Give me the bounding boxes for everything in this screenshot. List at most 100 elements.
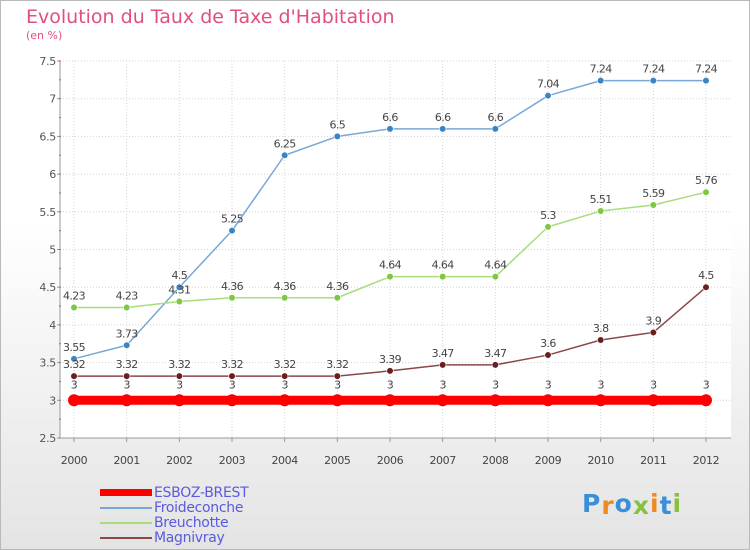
data-label: 3.32 bbox=[168, 358, 190, 371]
data-label: 5.3 bbox=[540, 209, 556, 222]
legend-label: Magnivray bbox=[154, 529, 225, 546]
data-point bbox=[544, 351, 552, 359]
data-point bbox=[175, 372, 183, 380]
data-point bbox=[542, 394, 554, 407]
data-point bbox=[175, 297, 183, 306]
data-label: 3.32 bbox=[326, 358, 348, 371]
x-tick-label: 2008 bbox=[482, 454, 509, 467]
data-label: 3.32 bbox=[63, 358, 85, 371]
data-point bbox=[70, 355, 78, 363]
y-tick-label: 6.5 bbox=[39, 130, 56, 143]
data-point bbox=[281, 372, 289, 380]
data-point bbox=[120, 394, 133, 407]
data-point bbox=[278, 394, 291, 407]
data-point bbox=[228, 372, 236, 380]
data-point bbox=[647, 394, 660, 407]
y-tick-label: 5 bbox=[49, 244, 56, 257]
x-tick-label: 2011 bbox=[640, 454, 666, 467]
y-tick-label: 7.5 bbox=[39, 55, 56, 68]
data-label: 3 bbox=[334, 378, 341, 391]
data-point bbox=[228, 227, 236, 235]
data-label: 3 bbox=[176, 378, 183, 391]
data-point bbox=[491, 361, 499, 369]
y-tick-label: 4.5 bbox=[39, 281, 56, 294]
data-label: 5.59 bbox=[642, 187, 665, 200]
y-tick-label: 3.5 bbox=[39, 357, 56, 370]
data-point bbox=[597, 207, 605, 215]
data-label: 3 bbox=[281, 378, 288, 391]
y-tick-label: 6 bbox=[49, 168, 56, 181]
data-point bbox=[281, 294, 289, 302]
data-point bbox=[439, 125, 447, 133]
data-label: 3 bbox=[650, 378, 657, 391]
data-point bbox=[70, 372, 78, 380]
x-tick-label: 2005 bbox=[324, 454, 351, 467]
data-point bbox=[68, 394, 80, 407]
data-label: 3.6 bbox=[540, 337, 556, 350]
data-label: 3 bbox=[387, 378, 394, 391]
data-point bbox=[544, 92, 552, 100]
data-point bbox=[123, 303, 131, 312]
data-point bbox=[175, 283, 183, 291]
data-label: 4.23 bbox=[63, 290, 86, 303]
data-label: 6.6 bbox=[487, 111, 503, 124]
data-label: 4.5 bbox=[171, 269, 187, 282]
data-label: 3 bbox=[229, 378, 236, 391]
y-tick-label: 4 bbox=[49, 319, 56, 332]
data-point bbox=[649, 201, 657, 209]
data-point bbox=[70, 303, 78, 312]
data-label: 3 bbox=[492, 378, 499, 391]
x-tick-label: 2007 bbox=[429, 454, 456, 467]
legend-label: Froideconche bbox=[154, 499, 244, 516]
data-label: 3.8 bbox=[593, 322, 609, 335]
data-point bbox=[702, 77, 710, 85]
data-label: 3.47 bbox=[432, 347, 455, 360]
data-point bbox=[702, 188, 710, 196]
y-tick-label: 7 bbox=[49, 93, 56, 106]
data-point bbox=[436, 394, 449, 407]
x-tick-label: 2012 bbox=[693, 454, 719, 467]
data-point bbox=[386, 273, 394, 281]
chart-subtitle: (en %) bbox=[26, 29, 63, 42]
data-label: 3.73 bbox=[116, 327, 139, 340]
data-label: 3 bbox=[597, 378, 604, 391]
data-point bbox=[331, 394, 344, 407]
data-label: 5.76 bbox=[695, 174, 718, 187]
data-point bbox=[123, 341, 131, 349]
data-label: 5.51 bbox=[590, 193, 612, 206]
legend-item: ESBOZ-BREST bbox=[100, 485, 249, 501]
data-point bbox=[386, 125, 394, 133]
y-tick-label: 3 bbox=[49, 394, 56, 407]
data-point bbox=[228, 294, 236, 302]
data-label: 5.25 bbox=[221, 213, 244, 226]
data-point bbox=[226, 394, 238, 407]
data-label: 4.31 bbox=[168, 284, 190, 297]
data-label: 4.64 bbox=[432, 259, 455, 272]
proxiti-logo: Proxiti bbox=[582, 489, 683, 520]
data-point bbox=[491, 273, 499, 281]
data-point bbox=[173, 394, 186, 407]
x-tick-label: 2000 bbox=[61, 454, 88, 467]
data-point bbox=[333, 294, 341, 302]
legend-item: Magnivray bbox=[100, 529, 248, 546]
data-label: 3 bbox=[123, 378, 130, 391]
data-point bbox=[281, 151, 289, 159]
data-label: 4.36 bbox=[274, 280, 297, 293]
data-point bbox=[702, 283, 710, 291]
data-label: 3.32 bbox=[274, 358, 296, 371]
data-label: 6.5 bbox=[329, 118, 345, 131]
legend-swatch bbox=[100, 506, 152, 509]
x-tick-label: 2006 bbox=[377, 454, 404, 467]
data-point bbox=[489, 394, 502, 407]
data-point bbox=[597, 77, 605, 85]
x-tick-label: 2002 bbox=[166, 454, 192, 467]
data-label: 4.36 bbox=[326, 280, 349, 293]
data-label: 3 bbox=[545, 378, 552, 391]
data-point bbox=[649, 77, 657, 85]
data-label: 4.23 bbox=[116, 290, 139, 303]
data-label: 3.47 bbox=[484, 347, 507, 360]
data-label: 4.64 bbox=[484, 259, 507, 272]
y-tick-label: 2.5 bbox=[39, 432, 56, 445]
data-label: 7.24 bbox=[695, 63, 718, 76]
